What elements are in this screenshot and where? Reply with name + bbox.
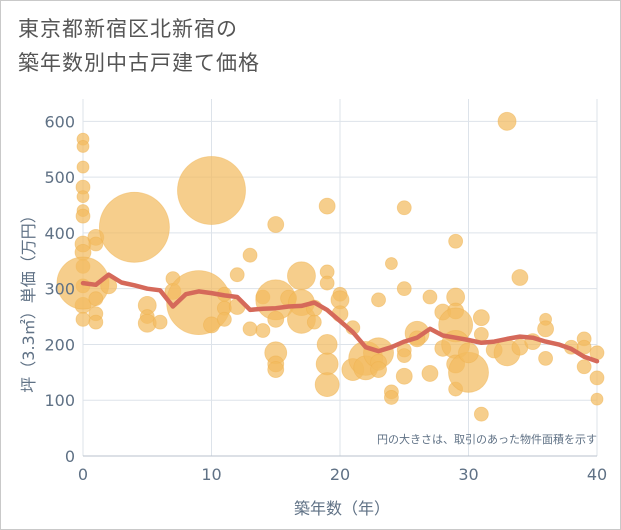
data-bubble xyxy=(314,372,340,398)
data-bubble xyxy=(267,216,285,233)
data-bubble xyxy=(576,359,592,375)
data-bubble xyxy=(152,314,168,330)
data-bubble xyxy=(497,111,517,131)
data-bubble xyxy=(383,390,399,405)
trend-line-layer xyxy=(80,272,600,364)
data-bubble xyxy=(229,267,245,283)
data-bubble xyxy=(76,190,90,204)
data-bubble xyxy=(75,311,91,327)
data-bubble xyxy=(396,281,412,297)
data-bubble xyxy=(448,233,464,249)
data-bubble xyxy=(395,367,413,385)
y-tick-label: 600 xyxy=(44,112,75,131)
data-bubble xyxy=(267,310,285,328)
data-bubble xyxy=(100,277,118,295)
data-bubble xyxy=(177,156,246,225)
axis-ticks: 0 100 200 300 400 500 600 0 10 20 30 40 xyxy=(44,112,607,484)
y-tick-label: 100 xyxy=(44,391,75,410)
data-bubble xyxy=(88,236,104,252)
data-bubble xyxy=(306,314,322,330)
x-tick-label: 40 xyxy=(587,465,607,484)
x-axis-label: 築年数（年） xyxy=(294,499,390,518)
data-bubble xyxy=(242,321,258,337)
y-tick-label: 300 xyxy=(44,280,75,299)
data-bubble xyxy=(473,406,489,422)
y-tick-label: 200 xyxy=(44,335,75,354)
data-bubble xyxy=(267,361,285,378)
data-bubble xyxy=(88,314,104,330)
data-bubble xyxy=(538,350,553,366)
data-bubble xyxy=(319,275,335,291)
y-tick-label: 400 xyxy=(44,224,75,243)
data-bubble xyxy=(98,191,170,263)
data-bubble xyxy=(396,348,412,363)
data-bubble xyxy=(316,334,338,355)
data-bubble xyxy=(255,323,271,338)
data-bubble xyxy=(76,140,90,153)
size-annotation: 円の大きさは、取引のあった物件面積を示す xyxy=(377,432,597,446)
data-bubble xyxy=(511,269,529,286)
data-bubble xyxy=(537,320,554,338)
data-bubble xyxy=(589,370,605,386)
data-bubble xyxy=(384,257,398,270)
x-tick-label: 20 xyxy=(330,465,350,484)
data-bubble xyxy=(287,261,316,291)
data-bubble xyxy=(315,352,339,376)
data-bubble xyxy=(396,200,412,216)
bubble-layer xyxy=(56,111,605,422)
data-bubble xyxy=(370,361,387,378)
y-tick-label: 500 xyxy=(44,168,75,187)
data-bubble xyxy=(318,197,336,215)
data-bubble xyxy=(75,208,91,224)
chart-title-line1: 東京都新宿区北新宿の xyxy=(18,17,238,41)
data-bubble xyxy=(216,311,232,327)
x-tick-label: 30 xyxy=(458,465,478,484)
x-tick-label: 0 xyxy=(78,465,88,484)
chart-title: 東京都新宿区北新宿の 築年数別中古戸建て価格 xyxy=(18,12,260,80)
data-bubble xyxy=(371,292,386,308)
data-bubble xyxy=(421,365,439,382)
chart-title-line2: 築年数別中古戸建て価格 xyxy=(18,51,260,75)
y-axis-label: 坪（3.3㎡）単価（万円） xyxy=(19,207,38,392)
data-bubble xyxy=(422,289,438,305)
data-bubble xyxy=(590,392,604,406)
data-bubble xyxy=(76,160,90,174)
average-price-line xyxy=(80,272,600,364)
data-bubble xyxy=(473,326,489,342)
x-tick-label: 10 xyxy=(201,465,221,484)
data-bubble xyxy=(458,342,479,364)
y-tick-label: 0 xyxy=(65,447,75,466)
data-bubble xyxy=(472,309,490,327)
data-bubble xyxy=(88,291,104,307)
data-bubble xyxy=(242,247,258,263)
